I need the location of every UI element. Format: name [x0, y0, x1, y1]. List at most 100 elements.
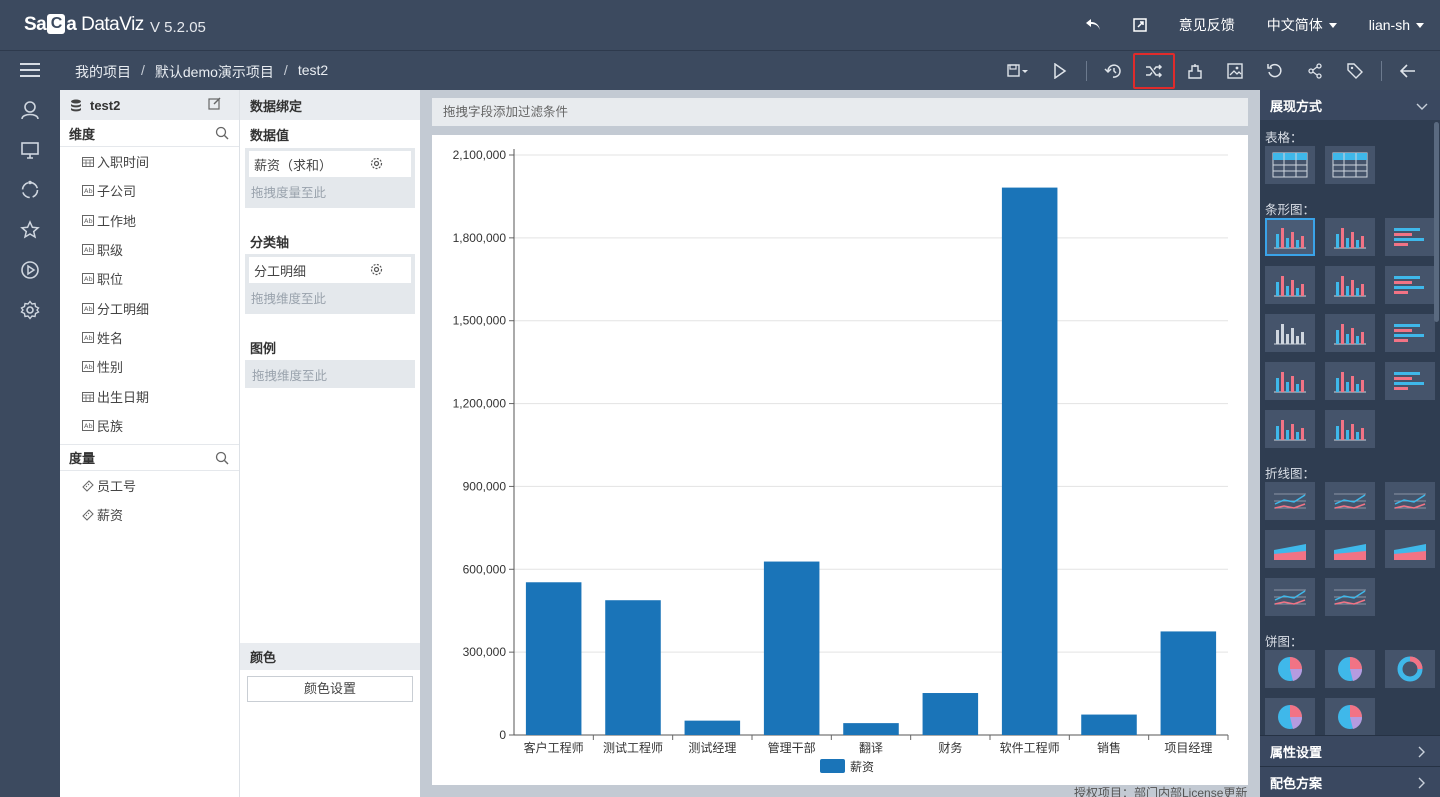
user-menu[interactable]: lian-sh	[1369, 17, 1424, 33]
bar-chart-type-option[interactable]	[1325, 266, 1375, 304]
axis-dropzone[interactable]: 分工明细 拖拽维度至此	[245, 254, 415, 314]
dimension-item[interactable]: Ab 职位	[60, 264, 239, 293]
edit-icon[interactable]	[208, 97, 221, 113]
dimension-item[interactable]: 出生日期	[60, 381, 239, 410]
pie-chart-type-option[interactable]	[1325, 650, 1375, 688]
chart-type-list: 表格： 条形图： 折线图： 饼图：	[1260, 120, 1440, 735]
measure-item[interactable]: 薪资	[60, 500, 239, 529]
filter-dropzone[interactable]: 拖拽字段添加过滤条件	[432, 98, 1248, 126]
search-icon[interactable]	[215, 126, 229, 143]
bar-chart-type-option[interactable]	[1265, 218, 1315, 256]
dimension-item[interactable]: Ab 职级	[60, 235, 239, 264]
line-chart-type-option[interactable]	[1325, 530, 1375, 568]
dimension-label: 职级	[97, 243, 124, 259]
x-tick-label: 管理干部	[768, 740, 816, 755]
pie-chart-type-option[interactable]	[1265, 698, 1315, 735]
attribute-settings-section[interactable]: 属性设置	[1260, 735, 1440, 766]
bar-chart-type-option[interactable]	[1265, 362, 1315, 400]
bar-chart-type-option[interactable]	[1385, 362, 1435, 400]
display-mode-header[interactable]: 展现方式	[1260, 90, 1440, 120]
bar-chart-type-option[interactable]	[1325, 410, 1375, 448]
shuffle-button[interactable]	[1133, 53, 1175, 89]
y-tick-label: 600,000	[463, 562, 507, 576]
database-icon	[71, 99, 81, 111]
preview-button[interactable]	[1040, 53, 1080, 89]
bar-chart-type-option[interactable]	[1385, 266, 1435, 304]
image-button[interactable]	[1215, 53, 1255, 89]
language-dropdown[interactable]: 中文简体	[1267, 15, 1337, 35]
x-tick-label: 财务	[938, 740, 962, 755]
gear-icon[interactable]	[370, 263, 383, 279]
settings-icon[interactable]	[0, 290, 60, 330]
share-button[interactable]	[1295, 53, 1335, 89]
dimension-item[interactable]: Ab 工作地	[60, 206, 239, 235]
print-button[interactable]	[1175, 53, 1215, 89]
legend-dropzone[interactable]: 拖拽维度至此	[245, 360, 415, 388]
menu-icon[interactable]	[20, 60, 40, 80]
gear-icon[interactable]	[370, 157, 383, 173]
line-chart-type-option[interactable]	[1325, 482, 1375, 520]
dimension-item[interactable]: Ab 民族	[60, 411, 239, 440]
measure-item[interactable]: 员工号	[60, 471, 239, 500]
pie-chart-type-option[interactable]	[1265, 650, 1315, 688]
dimension-item[interactable]: 入职时间	[60, 147, 239, 176]
breadcrumb-demo-project[interactable]: 默认demo演示项目	[154, 64, 274, 80]
bar-chart-type-option[interactable]	[1265, 266, 1315, 304]
x-tick-label: 销售	[1097, 740, 1121, 755]
pie-chart-type-option[interactable]	[1385, 650, 1435, 688]
undo-icon[interactable]	[1085, 18, 1101, 32]
tag-button[interactable]	[1335, 53, 1375, 89]
back-button[interactable]	[1388, 53, 1428, 89]
axis-field-pill[interactable]: 分工明细	[249, 257, 411, 283]
x-tick-label: 翻译	[859, 741, 883, 755]
breadcrumb-projects[interactable]: 我的项目	[75, 64, 131, 80]
chart-group-line	[1260, 482, 1440, 616]
text-type-icon: Ab	[82, 185, 94, 197]
bar-chart-type-option[interactable]	[1265, 410, 1315, 448]
chart-group-bar-label: 条形图：	[1265, 203, 1316, 217]
line-chart-type-option[interactable]	[1385, 530, 1435, 568]
measure-section: 度量	[60, 444, 239, 471]
dimension-item[interactable]: Ab 姓名	[60, 323, 239, 352]
svg-text:Ab: Ab	[84, 275, 93, 283]
bar-chart-type-option[interactable]	[1385, 314, 1435, 352]
refresh-button[interactable]	[1255, 53, 1295, 89]
line-chart-type-option[interactable]	[1325, 578, 1375, 616]
line-chart-type-option[interactable]	[1265, 578, 1315, 616]
line-chart-type-option[interactable]	[1265, 482, 1315, 520]
svg-text:Ab: Ab	[84, 422, 93, 430]
monitor-icon[interactable]	[0, 130, 60, 170]
color-settings-button[interactable]: 颜色设置	[247, 676, 413, 702]
pie-chart-type-option[interactable]	[1325, 698, 1375, 735]
dimension-item[interactable]: Ab 分工明细	[60, 293, 239, 322]
dimension-item[interactable]: Ab 性别	[60, 352, 239, 381]
legend-swatch	[820, 759, 845, 773]
save-dropdown-button[interactable]	[996, 53, 1040, 89]
cycle-icon[interactable]	[0, 170, 60, 210]
values-dropzone[interactable]: 薪资（求和） 拖拽度量至此	[245, 148, 415, 208]
search-icon[interactable]	[215, 451, 229, 468]
line-chart-type-option[interactable]	[1265, 530, 1315, 568]
scrollbar[interactable]	[1434, 122, 1439, 322]
play-circle-icon[interactable]	[0, 250, 60, 290]
history-button[interactable]	[1093, 53, 1133, 89]
bar-chart-type-option[interactable]	[1325, 362, 1375, 400]
bar-chart-type-option[interactable]	[1265, 314, 1315, 352]
dimension-item[interactable]: Ab 子公司	[60, 176, 239, 205]
dimension-label: 出生日期	[97, 389, 150, 405]
bar-chart-type-option[interactable]	[1325, 314, 1375, 352]
table-chart-type-option[interactable]	[1265, 146, 1315, 184]
star-icon[interactable]	[0, 210, 60, 250]
dimension-label: 分工明细	[97, 301, 150, 317]
table-chart-type-option[interactable]	[1325, 146, 1375, 184]
line-chart-type-option[interactable]	[1385, 482, 1435, 520]
value-field-pill[interactable]: 薪资（求和）	[249, 151, 411, 177]
color-scheme-section[interactable]: 配色方案	[1260, 766, 1440, 797]
feedback-link[interactable]: 意见反馈	[1178, 17, 1235, 33]
chevron-right-icon	[1418, 746, 1426, 761]
bar-chart-type-option[interactable]	[1325, 218, 1375, 256]
bar-chart-type-option[interactable]	[1385, 218, 1435, 256]
user-icon[interactable]	[0, 90, 60, 130]
external-link-icon[interactable]	[1133, 18, 1147, 32]
